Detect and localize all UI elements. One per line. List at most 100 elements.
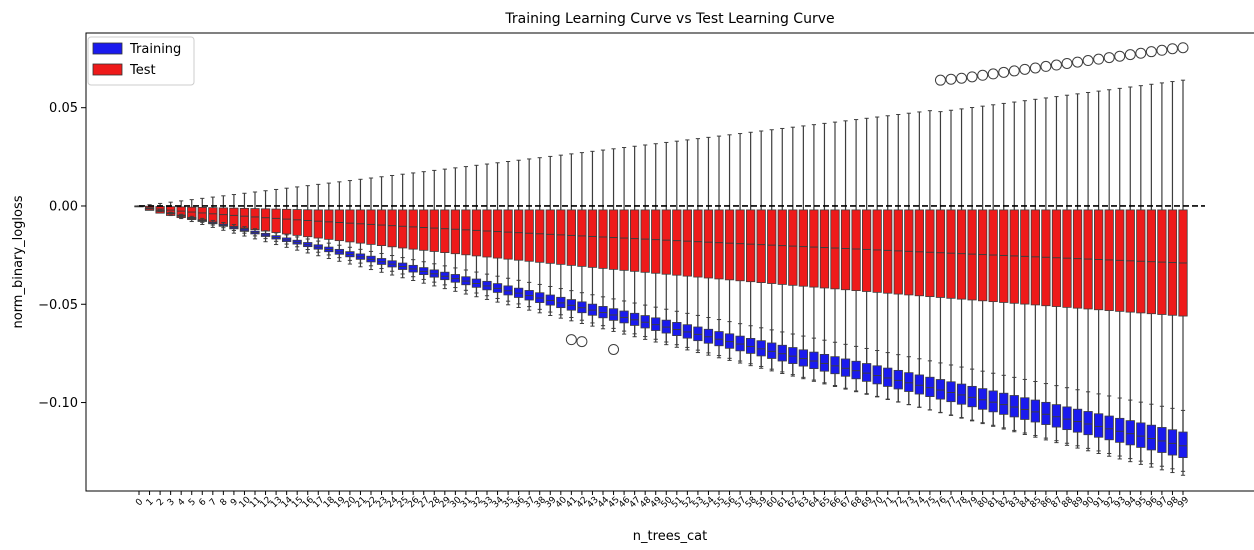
box-test-85 (1030, 209, 1040, 306)
box-training-68 (851, 360, 861, 380)
box-training-70 (872, 365, 882, 385)
outlier-point (1029, 62, 1041, 74)
box-test-87 (1051, 209, 1062, 307)
box-test-68 (851, 209, 861, 292)
box-test-44 (598, 209, 608, 269)
box-training-64 (809, 351, 819, 370)
box-test-35 (503, 209, 513, 260)
box-test-56 (724, 209, 735, 281)
plot-frame (85, 32, 1254, 492)
box-test-82 (999, 209, 1009, 303)
box-training-84 (1020, 397, 1030, 420)
box-test-31 (461, 209, 471, 256)
outlier-point (1156, 44, 1168, 56)
x-tick-label: 7 (208, 497, 219, 508)
outlier-point (1103, 52, 1115, 64)
box-test-11 (250, 208, 260, 231)
chart-title: Training Learning Curve vs Test Learning… (504, 11, 834, 27)
box-test-41 (566, 209, 576, 266)
y-tick-label: −0.05 (38, 298, 78, 313)
box-training-93 (1115, 417, 1125, 443)
x-tick-label: 9 (229, 497, 240, 508)
box-training-77 (946, 381, 956, 403)
box-test-62 (788, 209, 798, 286)
outlier-point (1093, 53, 1105, 65)
box-test-37 (524, 209, 534, 262)
outlier-point (1135, 47, 1147, 59)
box-test-60 (767, 209, 777, 284)
box-training-59 (756, 340, 766, 357)
x-tick-label: 4 (176, 497, 187, 508)
box-test-55 (714, 209, 724, 280)
x-tick-label: 2 (155, 497, 166, 508)
box-training-94 (1125, 420, 1135, 446)
box-training-54 (703, 328, 714, 344)
outlier-point (608, 343, 620, 355)
box-training-57 (735, 335, 745, 352)
box-training-99 (1178, 431, 1188, 458)
legend-label-test: Test (129, 63, 156, 78)
box-training-81 (988, 390, 998, 413)
outlier-point (956, 72, 968, 84)
box-test-45 (608, 209, 619, 270)
box-test-52 (682, 209, 692, 277)
box-test-51 (672, 209, 682, 276)
box-training-97 (1157, 427, 1167, 453)
outlier-point (1124, 49, 1136, 61)
y-tick-label: 0.00 (49, 199, 78, 214)
box-test-47 (630, 209, 640, 272)
outlier-point (934, 74, 946, 86)
box-test-79 (967, 209, 977, 301)
box-training-91 (1094, 413, 1104, 438)
box-training-83 (1009, 395, 1019, 418)
box-test-34 (492, 209, 503, 259)
box-test-63 (798, 209, 808, 287)
box-test-10 (239, 207, 250, 229)
outlier-point (1177, 42, 1189, 54)
outlier-point (987, 68, 999, 80)
x-axis-label: n_trees_cat (633, 529, 707, 544)
outlier-point (1040, 60, 1052, 72)
box-test-18 (324, 209, 334, 240)
box-test-70 (872, 209, 882, 293)
box-test-36 (514, 209, 524, 261)
y-axis-label: norm_binary_logloss (11, 195, 26, 328)
x-tick-label: 0 (134, 497, 145, 508)
box-test-26 (408, 209, 418, 250)
box-training-51 (672, 322, 682, 336)
box-training-56 (724, 333, 735, 349)
legend-swatch-test (92, 63, 123, 76)
box-test-66 (830, 209, 840, 290)
box-training-58 (746, 338, 756, 354)
series-training (134, 205, 1188, 476)
x-tick-label: 5 (187, 497, 198, 508)
x-tick-label: 6 (197, 497, 208, 508)
box-test-22 (366, 209, 376, 245)
box-test-23 (376, 209, 387, 247)
box-test-75 (925, 209, 935, 298)
outlier-point (977, 69, 989, 81)
box-training-63 (798, 349, 808, 367)
box-training-65 (819, 353, 830, 372)
outlier-point (1019, 63, 1031, 75)
box-test-24 (387, 209, 397, 248)
box-training-85 (1030, 399, 1040, 423)
box-test-16 (303, 209, 313, 238)
box-test-81 (988, 209, 998, 303)
outlier-point (1114, 50, 1126, 62)
box-training-52 (682, 324, 692, 339)
box-test-57 (735, 209, 745, 282)
box-test-65 (819, 209, 830, 289)
box-test-86 (1041, 209, 1051, 307)
plot-area (134, 42, 1205, 476)
box-training-95 (1136, 422, 1146, 448)
box-test-59 (756, 209, 766, 283)
box-test-76 (935, 209, 946, 298)
box-test-39 (545, 209, 555, 264)
box-test-74 (914, 209, 924, 297)
box-test-4 (176, 206, 186, 219)
box-test-15 (292, 209, 302, 236)
box-test-49 (651, 209, 661, 274)
outlier-point (1082, 55, 1094, 67)
